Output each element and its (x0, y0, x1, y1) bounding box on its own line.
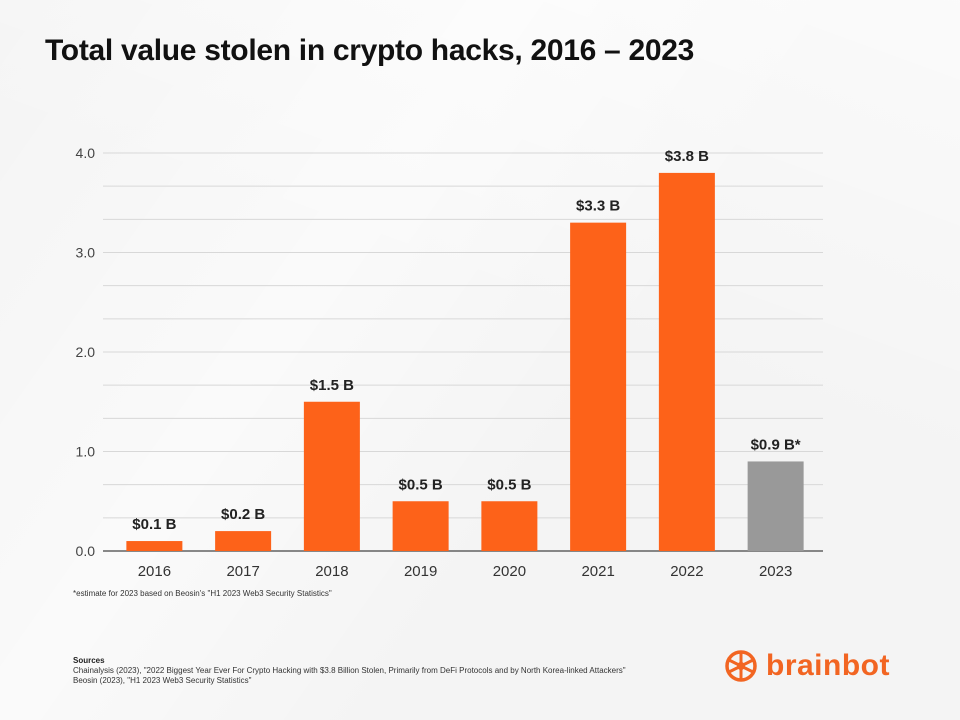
x-tick-label: 2021 (581, 563, 614, 580)
x-tick-label: 2020 (493, 563, 526, 580)
data-label-2021: $3.3 B (576, 198, 620, 215)
bar-2017 (215, 531, 272, 551)
data-label-2018: $1.5 B (310, 377, 354, 394)
brainbot-logo-icon (725, 650, 757, 682)
brand-name: brainbot (766, 649, 890, 682)
sources-block: Sources Chainalysis (2023), "2022 Bigges… (73, 656, 626, 686)
data-label-2016: $0.1 B (132, 516, 176, 533)
data-label-2017: $0.2 B (221, 506, 265, 523)
data-label-2019: $0.5 B (399, 476, 443, 493)
bar-2016 (126, 541, 183, 551)
data-label-2020: $0.5 B (487, 476, 531, 493)
chart-grid (103, 152, 823, 552)
bar-2022 (658, 172, 715, 551)
bar-2019 (392, 501, 449, 551)
y-axis-ticks: 0.0 1.0 2.0 3.0 4.0 (76, 145, 96, 559)
source-line: Chainalysis (2023), "2022 Biggest Year E… (73, 666, 626, 675)
x-tick-label: 2018 (315, 563, 348, 580)
data-label-2022: $3.8 B (665, 148, 709, 165)
y-tick-label: 0.0 (76, 543, 96, 559)
x-tick-label: 2019 (404, 563, 437, 580)
y-tick-label: 1.0 (76, 444, 96, 460)
y-tick-label: 3.0 (76, 245, 96, 261)
data-label-2023: $0.9 B* (751, 436, 801, 453)
x-tick-label: 2016 (138, 563, 171, 580)
brainbot-logo: brainbot (724, 646, 890, 686)
sources-heading: Sources (73, 656, 105, 665)
bar-2021 (570, 222, 627, 551)
bar-2020 (481, 501, 538, 551)
x-axis-ticks: 2016 2017 2018 2019 2020 2021 2022 2023 (138, 563, 793, 580)
y-tick-label: 4.0 (76, 145, 96, 161)
bar-2018 (303, 401, 360, 551)
bar-data-labels: $0.1 B $0.2 B $1.5 B $0.5 B $0.5 B $3.3 B $3.8… (132, 148, 801, 533)
chart-bars (126, 172, 804, 551)
y-tick-label: 2.0 (76, 344, 96, 360)
estimate-footnote: *estimate for 2023 based on Beosin's "H1… (73, 589, 332, 598)
x-tick-label: 2017 (226, 563, 259, 580)
x-tick-label: 2023 (759, 563, 792, 580)
bar-2023 (747, 461, 804, 551)
chart-title: Total value stolen in crypto hacks, 2016… (45, 34, 694, 67)
source-line: Beosin (2023), "H1 2023 Web3 Security St… (73, 676, 252, 685)
x-tick-label: 2022 (670, 563, 703, 580)
